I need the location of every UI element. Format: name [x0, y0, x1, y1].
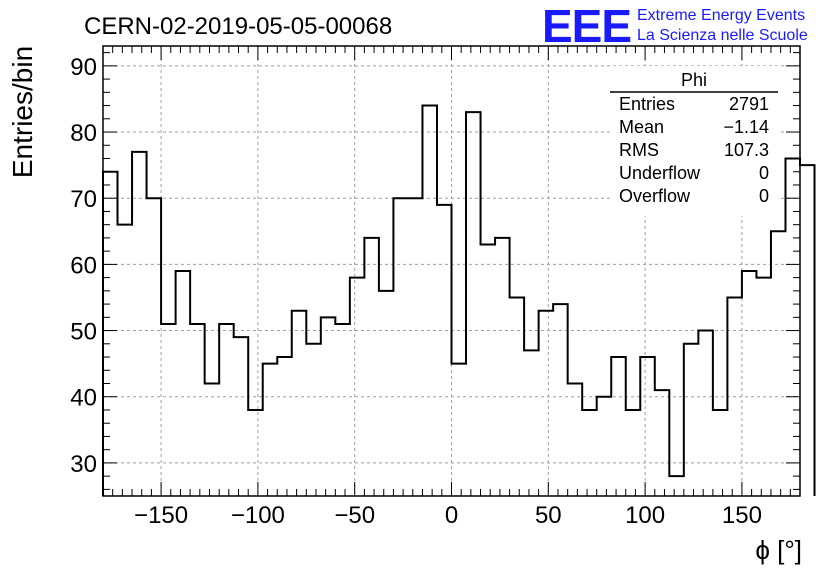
histogram-bin: [263, 364, 278, 496]
stats-label-underflow: Underflow: [619, 163, 701, 183]
x-tick-label: 0: [445, 502, 458, 529]
stats-label-rms: RMS: [619, 140, 659, 160]
brand-line-1: Extreme Energy Events: [637, 7, 805, 24]
histogram-bin: [611, 357, 626, 496]
histogram-bin: [481, 245, 496, 496]
y-tick-label: 40: [70, 385, 97, 412]
histogram-bin: [452, 364, 467, 496]
y-tick-label: 70: [70, 186, 97, 213]
histogram-bin: [713, 410, 728, 496]
histogram-bin: [698, 331, 713, 496]
histogram-bin: [742, 271, 757, 496]
histogram-bin: [727, 297, 742, 496]
x-tick-label: −50: [334, 502, 375, 529]
stats-label-mean: Mean: [619, 117, 664, 137]
histogram-bin: [379, 291, 394, 496]
axis-ticks: [103, 46, 800, 496]
histogram-bin: [161, 324, 176, 496]
stats-value-underflow: 0: [759, 163, 769, 183]
y-tick-label: 60: [70, 252, 97, 279]
y-tick-label: 30: [70, 451, 97, 478]
histogram-bin: [292, 311, 307, 496]
brand-block: EEE Extreme Energy Events La Scienza nel…: [542, 0, 808, 52]
histogram-bin: [393, 198, 408, 496]
histogram-bin: [684, 344, 699, 496]
histogram-bin: [132, 152, 147, 496]
histogram-bin: [364, 238, 379, 496]
histogram-bin: [234, 337, 249, 496]
histogram-bin: [553, 304, 568, 496]
histogram-bin: [655, 390, 670, 496]
histogram-bin: [248, 410, 263, 496]
histogram-bin: [510, 297, 525, 496]
histogram-bin: [524, 350, 539, 496]
stats-label-overflow: Overflow: [619, 186, 691, 206]
histogram-bin: [147, 198, 162, 496]
y-tick-labels: 30 40 50 60 70 80 90: [70, 54, 97, 478]
histogram-outline: [102, 104, 816, 496]
x-tick-labels: −150 −100 −50 0 50 100 150: [134, 502, 762, 529]
histogram-bin: [437, 205, 452, 496]
histogram-bin: [756, 278, 771, 496]
x-tick-label: −100: [231, 502, 285, 529]
stats-value-entries: 2791: [729, 94, 769, 114]
y-tick-label: 50: [70, 319, 97, 346]
histogram-bin: [350, 278, 365, 496]
stats-label-entries: Entries: [619, 94, 675, 114]
histogram-bin: [466, 112, 481, 496]
histogram-bin: [422, 106, 437, 496]
y-tick-label: 80: [70, 120, 97, 147]
histogram-bin: [539, 311, 554, 496]
x-tick-label: 50: [535, 502, 562, 529]
histogram-bin: [785, 159, 800, 497]
histogram-bin: [495, 238, 510, 496]
histogram-bin: [219, 324, 234, 496]
x-tick-label: 150: [722, 502, 762, 529]
histogram-bin: [626, 410, 641, 496]
histogram-bin: [800, 165, 815, 496]
run-title: CERN-02-2019-05-05-00068: [84, 13, 392, 40]
histogram-bins: [102, 104, 816, 497]
y-tick-label: 90: [70, 54, 97, 81]
histogram-bin: [669, 476, 684, 496]
histogram-bin: [597, 397, 612, 496]
x-axis-label: ϕ [°]: [755, 535, 802, 565]
histogram-bin: [306, 344, 321, 496]
histogram-bin: [771, 231, 786, 496]
x-tick-label: −150: [134, 502, 188, 529]
histogram-bin: [582, 410, 597, 496]
stats-value-rms: 107.3: [724, 140, 769, 160]
stats-box: Phi Entries 2791 Mean −1.14 RMS 107.3 Un…: [610, 66, 778, 216]
histogram-bin: [118, 225, 133, 496]
histogram-bin: [176, 271, 191, 496]
histogram-bin: [568, 384, 583, 497]
histogram-bin: [335, 324, 350, 496]
stats-value-overflow: 0: [759, 186, 769, 206]
y-axis-label: Entries/bin: [7, 46, 38, 178]
histogram-bin: [205, 384, 220, 497]
x-tick-label: 100: [625, 502, 665, 529]
histogram-bin: [103, 172, 118, 496]
stats-value-mean: −1.14: [723, 117, 769, 137]
stats-box-title: Phi: [681, 70, 707, 90]
brand-line-2: La Scienza nelle Scuole: [637, 27, 808, 44]
histogram-bin: [190, 324, 205, 496]
histogram-bin: [408, 198, 423, 496]
histogram-bin: [277, 357, 292, 496]
brand-logo: EEE: [542, 0, 631, 52]
histogram-bin: [640, 357, 655, 496]
histogram-bin: [321, 317, 336, 496]
